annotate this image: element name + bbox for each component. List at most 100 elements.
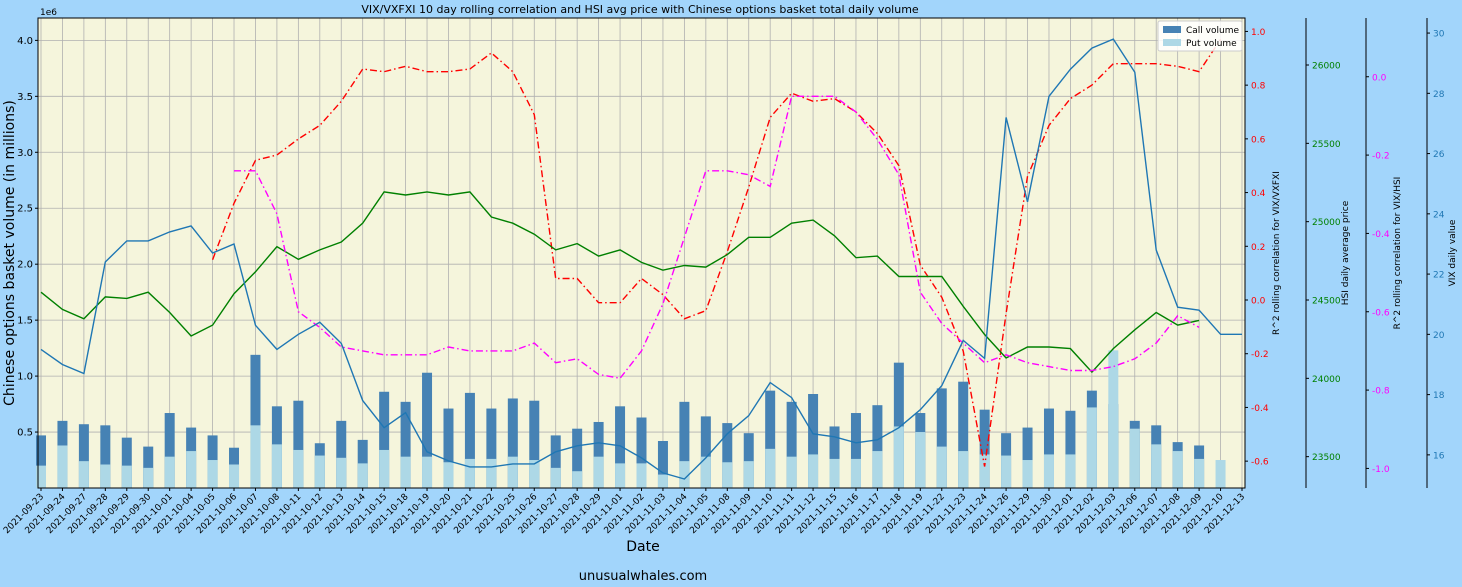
put-volume-bar bbox=[57, 445, 68, 488]
put-volume-bar bbox=[850, 458, 861, 488]
put-volume-bar bbox=[979, 454, 990, 488]
right-axis-label: VIX daily value bbox=[1448, 219, 1458, 286]
call-volume-bar bbox=[1022, 427, 1033, 488]
put-volume-bar bbox=[1151, 444, 1162, 488]
x-tick-labels: 2021-09-232021-09-242021-09-272021-09-28… bbox=[2, 488, 1247, 536]
right-axis-tick-label: 30 bbox=[1433, 30, 1445, 40]
bar-group bbox=[36, 350, 1226, 488]
left-tick-label: 1.0 bbox=[17, 372, 33, 383]
right-axis-tick-label: -1.0 bbox=[1372, 465, 1390, 475]
right-axis-tick-label: -0.2 bbox=[1251, 350, 1269, 360]
put-volume-bar bbox=[1129, 428, 1140, 488]
call-volume-bar bbox=[250, 354, 261, 488]
put-volume-bar bbox=[443, 462, 454, 488]
call-volume-bar bbox=[36, 435, 46, 488]
footer-watermark: unusualwhales.com bbox=[579, 569, 707, 584]
put-volume-bar bbox=[250, 425, 261, 488]
left-tick-label: 3.5 bbox=[17, 92, 33, 103]
right-axes: -0.6 -0.4 -0.2 0.0 0.2 0.4 0.6 0.8 1.0 R^2 rollin… bbox=[1244, 18, 1458, 488]
right-axis-tick-label: 0.6 bbox=[1251, 135, 1266, 145]
x-axis-label: Date bbox=[626, 539, 659, 555]
left-tick-label: 0.5 bbox=[17, 428, 33, 439]
put-volume-bar bbox=[915, 432, 926, 488]
call-volume-bar bbox=[636, 417, 647, 488]
call-volume-bar bbox=[593, 421, 604, 488]
call-volume-bar bbox=[550, 435, 561, 488]
right-axis-tick-label: 0.0 bbox=[1372, 73, 1387, 83]
put-volume-bar bbox=[507, 456, 518, 488]
right-axis-tick-label: 28 bbox=[1433, 90, 1445, 100]
left-tick-label: 2.0 bbox=[17, 260, 33, 271]
right-axis-tick-label: 23500 bbox=[1312, 453, 1341, 463]
call-volume-bar bbox=[164, 413, 175, 488]
call-volume-bar bbox=[657, 441, 668, 488]
right-axis-tick-label: -0.8 bbox=[1372, 387, 1390, 397]
call-volume-bar bbox=[765, 390, 776, 488]
call-volume-bar bbox=[872, 405, 883, 488]
put-volume-bar bbox=[314, 455, 325, 488]
put-volume-bar bbox=[1065, 454, 1076, 488]
put-volume-bar bbox=[1108, 350, 1119, 488]
put-volume-bar bbox=[808, 454, 819, 488]
call-volume-bar bbox=[78, 424, 89, 488]
call-volume-bar bbox=[615, 406, 626, 488]
put-volume-bar bbox=[464, 458, 475, 488]
put-volume-bar bbox=[379, 449, 390, 488]
right-axis-tick-label: -0.6 bbox=[1372, 308, 1390, 318]
vix-line bbox=[40, 38, 1242, 480]
right-axis-tick-label: 18 bbox=[1433, 391, 1445, 401]
put-volume-bar bbox=[486, 458, 497, 488]
right-axis-tick-label: 24 bbox=[1433, 210, 1445, 220]
put-volume-bar bbox=[293, 449, 304, 488]
hsi-line bbox=[40, 191, 1200, 374]
call-volume-bar bbox=[572, 428, 583, 488]
call-volume-bar bbox=[529, 400, 540, 488]
legend-label-put: Put volume bbox=[1186, 39, 1237, 49]
put-volume-bar bbox=[357, 463, 368, 488]
legend-label-call: Call volume bbox=[1186, 26, 1239, 36]
left-tick-label: 2.5 bbox=[17, 204, 33, 215]
call-volume-bar bbox=[850, 413, 861, 488]
call-volume-bar bbox=[121, 437, 132, 488]
right-axis-tick-label: 25000 bbox=[1312, 218, 1341, 228]
right-axis-tick-label: 24000 bbox=[1312, 375, 1341, 385]
call-volume-bar bbox=[143, 446, 154, 488]
call-volume-bar bbox=[336, 420, 347, 488]
y-axis-label: Chinese options basket volume (in millio… bbox=[2, 100, 18, 406]
right-axis-tick-label: 0.2 bbox=[1251, 243, 1265, 253]
right-axis-tick-label: -0.4 bbox=[1372, 230, 1390, 240]
right-axis-tick-label: -0.2 bbox=[1372, 152, 1390, 162]
put-volume-bar bbox=[679, 461, 690, 488]
put-volume-bar bbox=[893, 426, 904, 488]
right-axis-tick-label: 20 bbox=[1433, 331, 1445, 341]
call-volume-bar bbox=[936, 388, 947, 488]
call-volume-bar bbox=[400, 401, 411, 488]
y-offset-label: 1e6 bbox=[40, 8, 57, 18]
put-volume-bar bbox=[593, 456, 604, 488]
left-axis-ticks: 0.5 1.0 1.5 2.0 2.5 3.0 3.5 4.0 bbox=[17, 36, 38, 439]
call-volume-bar bbox=[979, 409, 990, 488]
call-volume-bar bbox=[700, 416, 711, 488]
put-volume-bar bbox=[700, 456, 711, 488]
corr-vxfxi-line bbox=[211, 39, 1222, 467]
right-axis-tick-label: -0.6 bbox=[1251, 458, 1269, 468]
put-volume-bar bbox=[143, 467, 154, 488]
call-volume-bar bbox=[786, 401, 797, 488]
put-volume-bar bbox=[207, 460, 218, 488]
right-axis-tick-label: 0.0 bbox=[1251, 297, 1266, 307]
put-volume-bar bbox=[829, 458, 840, 488]
put-volume-bar bbox=[1001, 455, 1012, 488]
call-volume-bar bbox=[808, 394, 819, 488]
put-volume-bar bbox=[121, 465, 132, 488]
put-volume-bar bbox=[36, 465, 46, 488]
put-volume-bar bbox=[164, 456, 175, 488]
call-volume-bar bbox=[293, 400, 304, 488]
put-volume-bar bbox=[722, 462, 733, 488]
right-axis-label: R^2 rolling correlation for VIX/VXFXI bbox=[1272, 171, 1282, 335]
put-volume-bar bbox=[186, 451, 197, 488]
chart-title: VIX/VXFXI 10 day rolling correlation and… bbox=[361, 3, 919, 16]
line-group bbox=[40, 38, 1242, 480]
put-volume-bar bbox=[422, 456, 433, 488]
put-volume-bar bbox=[936, 446, 947, 488]
